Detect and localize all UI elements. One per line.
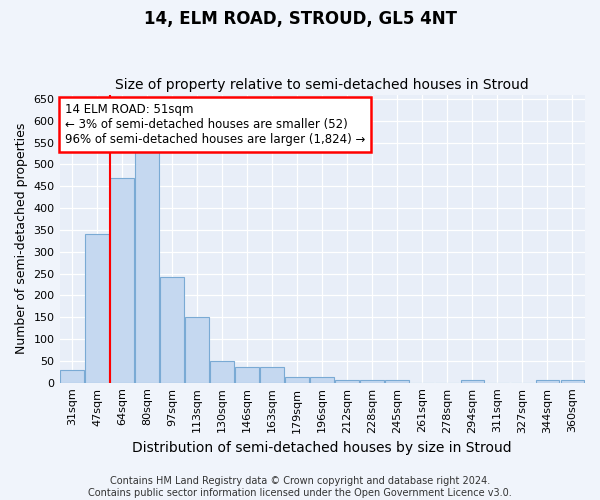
Y-axis label: Number of semi-detached properties: Number of semi-detached properties [15,123,28,354]
Bar [60,370,84,382]
Title: Size of property relative to semi-detached houses in Stroud: Size of property relative to semi-detach… [115,78,529,92]
Bar [361,380,384,382]
Bar [560,380,584,382]
Bar [110,178,134,382]
Bar [185,317,209,382]
Bar [536,380,559,382]
Bar [461,380,484,382]
Text: 14 ELM ROAD: 51sqm
← 3% of semi-detached houses are smaller (52)
96% of semi-det: 14 ELM ROAD: 51sqm ← 3% of semi-detached… [65,103,365,146]
Bar [335,380,359,382]
Bar [160,277,184,382]
Text: 14, ELM ROAD, STROUD, GL5 4NT: 14, ELM ROAD, STROUD, GL5 4NT [143,10,457,28]
Bar [210,362,234,382]
Bar [85,234,109,382]
Bar [260,368,284,382]
Bar [310,377,334,382]
Bar [135,150,159,382]
Text: Contains HM Land Registry data © Crown copyright and database right 2024.
Contai: Contains HM Land Registry data © Crown c… [88,476,512,498]
X-axis label: Distribution of semi-detached houses by size in Stroud: Distribution of semi-detached houses by … [133,441,512,455]
Bar [286,377,309,382]
Bar [235,366,259,382]
Bar [385,380,409,382]
